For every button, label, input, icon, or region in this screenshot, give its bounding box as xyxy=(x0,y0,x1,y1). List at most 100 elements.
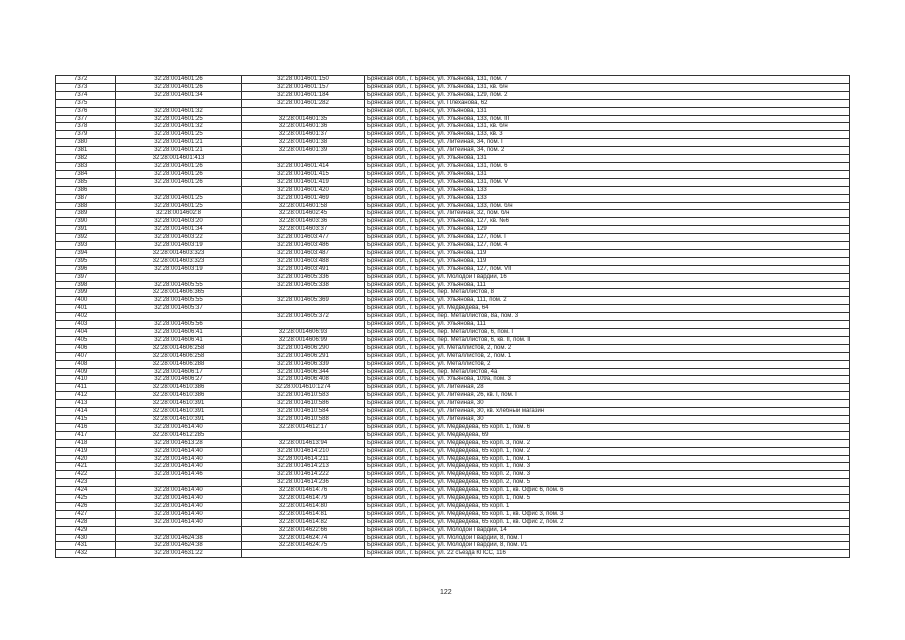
address-cell: Брянская обл., г. Брянск, ул. Металлисто… xyxy=(364,343,850,353)
table-row: 7418 32:28:0014613:28 32:28:0014613:94 Брян… xyxy=(55,438,850,448)
address-street: пер. Металлистов, 4а xyxy=(437,368,498,375)
address-street: ул. Ульянова, 131, кв. б/н xyxy=(437,83,508,90)
building-cadastral-number-cell: 32:28:0014614:79 xyxy=(241,494,365,503)
address-cell: Брянская обл., г. Брянск, ул. Литейная, … xyxy=(364,383,850,393)
row-number-cell: 7419 xyxy=(55,446,116,456)
row-number-cell: 7410 xyxy=(55,375,116,385)
building-cadastral-number-cell: 32:28:0014601:35 xyxy=(241,114,365,124)
table-row: 7421 32:28:0014614:40 32:28:0014614:213 Бря… xyxy=(55,462,850,472)
land-cadastral-number-cell xyxy=(115,98,242,108)
address-region: Брянская обл., г. Брянск, xyxy=(367,526,438,533)
address-region: Брянская обл., г. Брянск, xyxy=(367,194,438,201)
address-region: Брянская обл., г. Брянск, xyxy=(367,218,438,225)
land-cadastral-number-cell: 32:28:0014605:55 xyxy=(115,280,242,290)
table-row: 7378 32:28:0014601:32 32:28:0014601:36 Брян… xyxy=(55,122,850,132)
land-cadastral-number-cell: 32:28:0014614:40 xyxy=(115,501,242,511)
building-cadastral-number-cell: 32:28:0014605:372 xyxy=(241,312,365,322)
address-region: Брянская обл., г. Брянск, xyxy=(367,273,438,280)
building-cadastral-number-cell: 32:28:0014601:414 xyxy=(241,161,365,171)
land-cadastral-number-cell: 32:28:0014606:258 xyxy=(115,351,242,361)
table-row: 7381 32:28:0014601:21 32:28:0014601:39 Брян… xyxy=(55,146,850,156)
building-cadastral-number-cell: 32:28:0014610:1274 xyxy=(241,383,365,393)
address-cell: Брянская обл., г. Брянск, ул. Ульянова, … xyxy=(364,177,850,187)
address-region: Брянская обл., г. Брянск, xyxy=(367,329,438,335)
address-street: ул. Молодой Гвардии, 8, пом. I xyxy=(437,534,523,541)
address-region: Брянская обл., г. Брянск, xyxy=(367,265,438,272)
land-cadastral-number-cell: 32:28:0014631:22 xyxy=(115,549,242,559)
address-cell: Брянская обл., г. Брянск, ул. Медведева,… xyxy=(364,494,850,503)
address-region: Брянская обл., г. Брянск, xyxy=(367,178,438,185)
building-cadastral-number-cell: 32:28:0014610:588 xyxy=(241,414,365,424)
land-cadastral-number-cell: 32:28:0014613:28 xyxy=(115,438,242,448)
building-cadastral-number-cell: 32:28:0014612:17 xyxy=(241,422,365,432)
address-street: ул. Ульянова, 127, кв. №6 xyxy=(437,218,510,225)
address-region: Брянская обл., г. Брянск, xyxy=(367,83,438,90)
address-region: Брянская обл., г. Брянск, xyxy=(367,431,438,438)
land-cadastral-number-cell: 32:28:0014614:40 xyxy=(115,462,242,472)
table-row: 7391 32:28:0014601:34 32:28:0014603:37 Брян… xyxy=(55,225,850,235)
building-cadastral-number-cell: 32:28:0014614:80 xyxy=(241,501,365,511)
address-street: ул. Металлистов, 2 xyxy=(437,360,491,367)
table-row: 7397 32:28:0014605:336 Брянская обл., г. Б… xyxy=(55,272,850,282)
building-cadastral-number-cell: 32:28:0014603:477 xyxy=(241,233,365,243)
address-street: ул. Ульянова, 131 xyxy=(437,107,487,114)
row-number-cell: 7386 xyxy=(55,185,116,195)
land-cadastral-number-cell: 32:28:0014601:26 xyxy=(115,82,242,92)
address-street: ул. Литейная, 30 xyxy=(437,400,484,407)
row-number-cell: 7376 xyxy=(55,106,116,116)
row-number-cell: 7404 xyxy=(55,328,116,337)
address-street: ул. Медведева, 65 корп. 1, пом. 6 xyxy=(437,423,531,430)
address-region: Брянская обл., г. Брянск, xyxy=(367,542,438,549)
address-cell: Брянская обл., г. Брянск, ул. Ульянова, … xyxy=(364,90,850,100)
row-number-cell: 7373 xyxy=(55,82,116,92)
table-row: 7422 32:28:0014614:46 32:28:0014614:222 Бря… xyxy=(55,470,850,480)
building-cadastral-number-cell: 32:28:0014614:236 xyxy=(241,478,365,488)
row-number-cell: 7387 xyxy=(55,193,116,203)
address-region: Брянская обл., г. Брянск, xyxy=(367,439,438,446)
land-cadastral-number-cell: 32:28:0014614:46 xyxy=(115,470,242,480)
table-row: 7425 32:28:0014614:40 32:28:0014614:79 Брян… xyxy=(55,494,850,503)
address-cell: Брянская обл., г. Брянск, ул. Ульянова, … xyxy=(364,82,850,92)
address-street: ул. Ульянова, 133 xyxy=(437,186,487,193)
address-cell: Брянская обл., г. Брянск, ул. Ульянова, … xyxy=(364,201,850,211)
table-row: 7431 32:28:0014624:38 32:28:0014624:75 Брян… xyxy=(55,541,850,551)
row-number-cell: 7398 xyxy=(55,280,116,290)
address-street: ул. Литейная, 30 xyxy=(437,415,484,422)
building-cadastral-number-cell: 32:28:0014614:222 xyxy=(241,470,365,480)
row-number-cell: 7377 xyxy=(55,114,116,124)
row-number-cell: 7414 xyxy=(55,407,116,416)
address-street: ул. Ульянова, 127, пом. VII xyxy=(437,265,512,272)
address-cell: Брянская обл., г. Брянск, ул. Ульянова, … xyxy=(364,169,850,179)
address-cell: Брянская обл., г. Брянск, ул. Плеханова,… xyxy=(364,98,850,108)
building-cadastral-number-cell xyxy=(241,288,365,298)
building-cadastral-number-cell: 32:28:0014605:369 xyxy=(241,296,365,306)
land-cadastral-number-cell: 32:28:0014602:8 xyxy=(115,209,242,219)
building-cadastral-number-cell: 32:28:0014601:150 xyxy=(241,75,365,84)
land-cadastral-number-cell: 32:28:0014603:22 xyxy=(115,233,242,243)
address-street: ул. Ульянова, 119 xyxy=(437,249,487,256)
address-region: Брянская обл., г. Брянск, xyxy=(367,242,438,249)
land-cadastral-number-cell: 32:28:0014610:391 xyxy=(115,414,242,424)
address-region: Брянская обл., г. Брянск, xyxy=(367,344,438,351)
land-cadastral-number-cell: 32:28:0014603:323 xyxy=(115,256,242,266)
table-row: 7429 32:28:0014622:66 Брянская обл., г. Бр… xyxy=(55,525,850,535)
building-cadastral-number-cell: 32:28:0014601:469 xyxy=(241,193,365,203)
land-cadastral-number-cell: 32:28:0014606:17 xyxy=(115,367,242,377)
row-number-cell: 7375 xyxy=(55,98,116,108)
address-region: Брянская обл., г. Брянск, xyxy=(367,502,438,509)
address-cell: Брянская обл., г. Брянск, ул. Медведева,… xyxy=(364,486,850,496)
table-row: 7423 32:28:0014614:236 Брянская обл., г. Б… xyxy=(55,478,850,488)
address-street: ул. Медведева, 65 корп. 1, пом. 3 xyxy=(437,463,531,470)
address-region: Брянская обл., г. Брянск, xyxy=(367,368,438,375)
table-row: 7410 32:28:0014606:27 32:28:0014606:408 Бря… xyxy=(55,375,850,385)
building-cadastral-number-cell: 32:28:0014601:184 xyxy=(241,90,365,100)
land-cadastral-number-cell: 32:28:0014601:26 xyxy=(115,169,242,179)
address-street: ул. Медведева, 65 корп. 1, пом. 1 xyxy=(437,455,531,462)
row-number-cell: 7393 xyxy=(55,241,116,250)
address-street: ул. Медведева, 65 корп. 1, кв. Офис 3, п… xyxy=(437,510,564,517)
land-cadastral-number-cell: 32:28:0014606:288 xyxy=(115,359,242,369)
address-cell: Брянская обл., г. Брянск, ул. Ульянова, … xyxy=(364,154,850,163)
row-number-cell: 7405 xyxy=(55,335,116,345)
table-row: 7376 32:28:0014601:32 Брянская обл., г. Бр… xyxy=(55,106,850,116)
table-row: 7413 32:28:0014610:391 32:28:0014610:586 Бр… xyxy=(55,399,850,409)
